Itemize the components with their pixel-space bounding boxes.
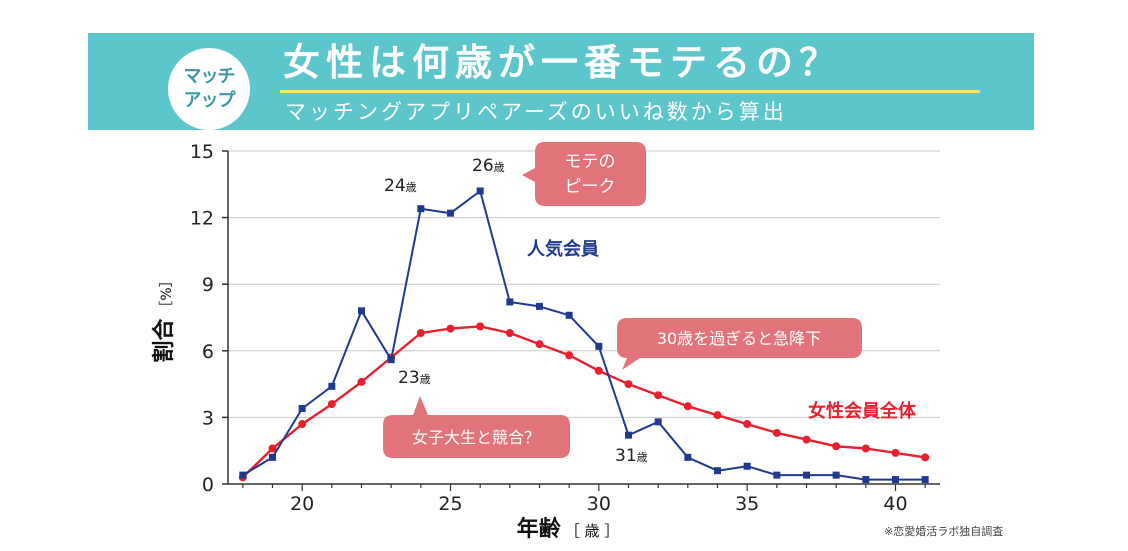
point-overall-29: [565, 351, 574, 360]
y-axis-title-text: 割合: [151, 318, 177, 363]
point-overall-19: [268, 444, 277, 453]
page-title: 女性は何歳が一番モテるの？: [283, 41, 842, 84]
callout-drop-bubble: [617, 318, 862, 370]
point-popular-28: [536, 302, 543, 310]
point-popular-29: [565, 311, 573, 319]
y-tick-label-9: 9: [202, 274, 214, 296]
point-popular-40: [892, 476, 899, 484]
point-popular-38: [832, 471, 840, 479]
annotations-layer: 24歳 26歳 23歳 31歳 モテの ピーク 30歳を過ぎると急降下 女子大生…: [151, 142, 917, 542]
series-label-overall: 女性会員全体: [808, 400, 917, 422]
x-tick-label-40: 40: [883, 493, 907, 515]
point-overall-20: [298, 420, 307, 429]
series-layer: [238, 187, 930, 484]
age-label-31: 31歳: [615, 446, 648, 466]
x-tick-label-25: 25: [438, 493, 462, 515]
age-label-26-unit: 歳: [494, 161, 505, 174]
point-popular-30: [595, 342, 603, 350]
point-popular-37: [803, 471, 810, 479]
point-popular-35: [743, 462, 751, 470]
point-popular-33: [684, 453, 692, 461]
point-overall-30: [594, 366, 603, 375]
svg-text:割合［%］: 割合 ［%］: [151, 273, 177, 362]
x-tick-label-35: 35: [735, 493, 759, 515]
x-axis-unit: ［ 歳 ］: [565, 522, 620, 540]
series-line-popular: [242, 190, 926, 481]
point-overall-41: [921, 453, 930, 462]
age-label-24-num: 24: [384, 176, 406, 196]
point-popular-20: [298, 405, 306, 413]
logo-text-line2: アップ: [183, 90, 236, 111]
point-popular-34: [714, 467, 721, 475]
y-tick-label-12: 12: [190, 208, 214, 230]
age-label-31-unit: 歳: [637, 451, 648, 464]
point-popular-41: [921, 476, 929, 484]
point-overall-37: [802, 435, 811, 444]
matchapp-logo: [168, 48, 250, 130]
point-popular-36: [773, 471, 781, 479]
x-tick-label-20: 20: [290, 493, 314, 515]
age-label-23-unit: 歳: [420, 373, 431, 386]
series-label-popular: 人気会員: [527, 238, 599, 260]
point-overall-21: [327, 400, 336, 409]
point-popular-18: [239, 471, 247, 479]
age-label-26: 26歳: [472, 156, 505, 176]
point-popular-22: [358, 307, 365, 315]
point-popular-27: [506, 298, 514, 306]
point-popular-19: [269, 453, 276, 461]
x-tick-label-30: 30: [587, 493, 611, 515]
point-overall-25: [446, 324, 455, 333]
point-popular-26: [476, 187, 484, 195]
title-underline: [280, 90, 980, 93]
y-tick-label-3: 3: [202, 407, 214, 429]
callout-peak-bubble: [522, 142, 646, 206]
age-label-23-num: 23: [398, 368, 420, 388]
point-overall-28: [535, 340, 544, 349]
point-popular-23: [387, 356, 395, 364]
axes: [222, 150, 940, 491]
callout-compete-bubble: [383, 396, 570, 458]
point-overall-22: [357, 377, 366, 386]
point-popular-25: [447, 209, 454, 217]
y-axis-title: 割合 ［%］: [151, 273, 177, 362]
point-overall-24: [416, 329, 425, 338]
callout-peak-line2: ピーク: [565, 177, 616, 197]
point-overall-36: [772, 428, 781, 437]
point-overall-33: [683, 402, 692, 411]
point-overall-40: [891, 448, 900, 457]
callout-peak-line1: モテの: [565, 152, 616, 172]
age-label-31-num: 31: [615, 446, 637, 466]
point-overall-38: [832, 442, 841, 451]
x-axis-title-text: 年齢: [517, 516, 562, 542]
source-note: ※恋愛婚活ラボ独自調査: [884, 525, 1004, 538]
y-axis-unit: ［%］: [159, 273, 175, 314]
point-popular-24: [417, 205, 425, 213]
age-label-24-unit: 歳: [406, 181, 417, 194]
y-tick-label-6: 6: [202, 341, 214, 363]
point-overall-34: [713, 411, 722, 420]
point-overall-32: [654, 391, 663, 400]
x-axis-title: 年齢 ［ 歳 ］: [517, 516, 620, 542]
page-subtitle: マッチングアプリペアーズのいいね数から算出: [285, 100, 787, 124]
point-popular-21: [328, 382, 336, 390]
point-overall-26: [476, 322, 485, 331]
callout-compete-text: 女子大生と競合？: [412, 428, 540, 447]
point-overall-27: [505, 329, 514, 338]
age-label-24: 24歳: [384, 176, 417, 196]
y-tick-label-15: 15: [190, 141, 214, 163]
point-overall-31: [624, 380, 633, 389]
age-label-23: 23歳: [398, 368, 431, 388]
series-line-overall: [241, 325, 926, 479]
point-overall-35: [743, 420, 752, 429]
age-label-26-num: 26: [472, 156, 494, 176]
point-popular-31: [625, 431, 632, 439]
logo-text-line1: マッチ: [183, 66, 236, 87]
y-tick-label-0: 0: [202, 474, 214, 496]
point-popular-39: [862, 476, 870, 484]
point-popular-32: [654, 418, 662, 426]
point-overall-39: [861, 444, 870, 453]
callout-drop-text: 30歳を過ぎると急降下: [657, 329, 821, 348]
tick-labels: 0 3 6 9 12 15 20 25 30 35 40: [190, 141, 908, 515]
